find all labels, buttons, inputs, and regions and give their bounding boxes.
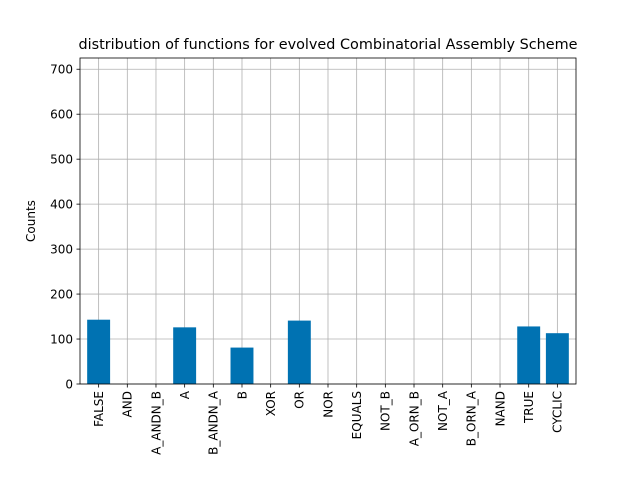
bar-or — [287, 320, 311, 384]
x-tick-label: B_ANDN_A — [207, 390, 221, 455]
x-tick-label: TRUE — [522, 391, 536, 424]
y-axis-label: Counts — [24, 200, 38, 242]
x-tick-label: NAND — [493, 391, 507, 426]
bar-cyclic — [545, 333, 569, 384]
bar-true — [517, 326, 541, 384]
x-tick-label: CYCLIC — [551, 391, 565, 433]
x-tick-label: OR — [293, 391, 307, 409]
x-tick-label: EQUALS — [350, 391, 364, 439]
grid-lines — [80, 58, 576, 385]
y-tick-label: 100 — [50, 332, 73, 346]
x-tick-label: A_ORN_B — [407, 391, 421, 446]
chart-title: distribution of functions for evolved Co… — [78, 37, 577, 53]
y-tick-label: 0 — [65, 377, 73, 391]
bar-false — [87, 319, 111, 384]
bar-a — [173, 327, 197, 384]
y-tick-label: 300 — [50, 242, 73, 256]
x-tick-label: NOR — [321, 391, 335, 418]
y-tick-label: 700 — [50, 63, 73, 77]
x-tick-label: B_ORN_A — [465, 390, 479, 446]
x-tick-label: A_ANDN_B — [149, 391, 163, 455]
y-tick-label: 200 — [50, 287, 73, 301]
x-tick-label: FALSE — [92, 391, 106, 427]
x-tick-label: AND — [121, 391, 135, 417]
x-tick-label: XOR — [264, 391, 278, 416]
y-tick-label: 600 — [50, 108, 73, 122]
x-tick-label: B — [235, 391, 249, 399]
x-tick-label: NOT_A — [436, 390, 450, 431]
y-tick-label: 500 — [50, 152, 73, 166]
x-tick-label: A — [178, 390, 192, 399]
bars — [87, 319, 569, 384]
x-axis: FALSE AND A_ANDN_B A B_ANDN_A B XOR OR NOR EQUALS… — [92, 384, 565, 455]
y-axis: 0 100 200 300 400 500 600 700 — [50, 63, 80, 391]
x-tick-label: NOT_B — [379, 391, 393, 431]
y-tick-label: 400 — [50, 197, 73, 211]
bar-b — [230, 347, 254, 384]
